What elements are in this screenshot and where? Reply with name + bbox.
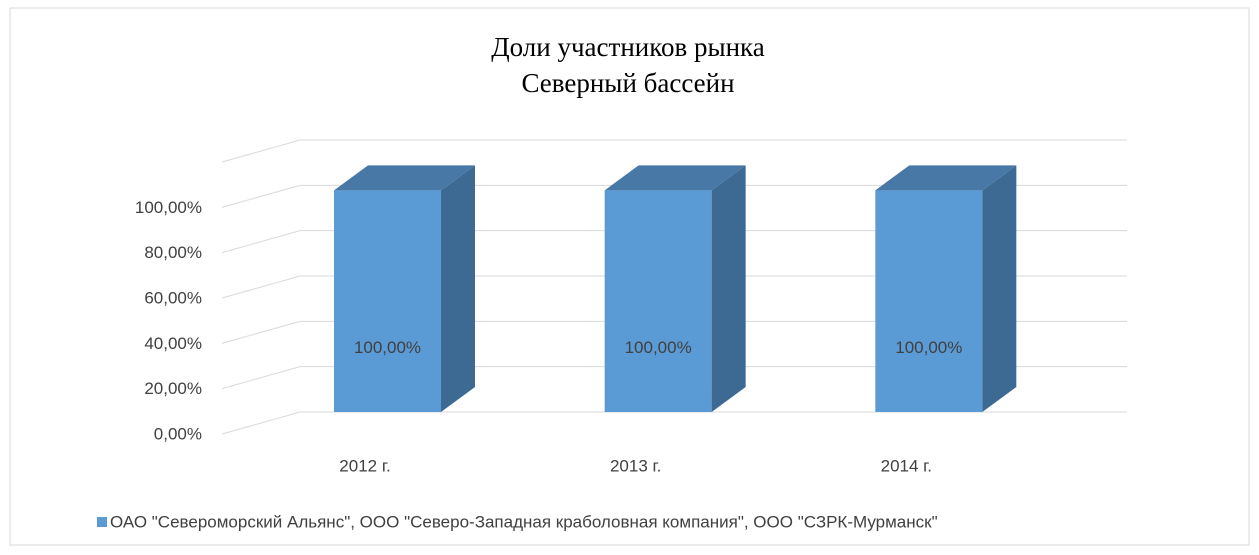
legend-swatch bbox=[97, 517, 107, 527]
y-tick-label: 20,00% bbox=[144, 379, 202, 398]
x-tick-label: 2013 г. bbox=[610, 456, 661, 475]
legend-label: ОАО "Североморский Альянс", ООО "Северо-… bbox=[110, 512, 938, 531]
x-tick-label: 2012 г. bbox=[339, 456, 390, 475]
grid-line-floor bbox=[221, 184, 301, 208]
bar-side bbox=[711, 165, 746, 412]
bar-top bbox=[334, 165, 475, 191]
y-tick-label: 100,00% bbox=[135, 198, 202, 217]
bar-front bbox=[875, 190, 983, 412]
grid-line-floor bbox=[221, 230, 301, 254]
bar-top bbox=[604, 165, 746, 191]
y-tick-label: 80,00% bbox=[144, 243, 202, 262]
y-tick-label: 0,00% bbox=[154, 424, 202, 443]
y-tick-label: 60,00% bbox=[144, 288, 202, 307]
grid-line-floor bbox=[221, 320, 301, 344]
grid-line-floor bbox=[221, 366, 301, 390]
bar-side bbox=[441, 165, 475, 412]
bar-front bbox=[604, 190, 712, 412]
wall-top-diag bbox=[221, 139, 301, 163]
x-tick-label: 2014 г. bbox=[881, 456, 932, 475]
grid-line-floor bbox=[221, 411, 301, 435]
chart-title: Доли участников рынка bbox=[491, 32, 765, 62]
bar-top bbox=[875, 165, 1017, 191]
bar-side bbox=[982, 165, 1017, 412]
data-label: 100,00% bbox=[895, 338, 962, 357]
grid-line-floor bbox=[221, 275, 301, 299]
chart-subtitle: Северный бассейн bbox=[521, 68, 734, 98]
data-label: 100,00% bbox=[354, 338, 421, 357]
data-label: 100,00% bbox=[625, 338, 692, 357]
y-tick-label: 40,00% bbox=[144, 334, 202, 353]
bar-front bbox=[334, 190, 441, 412]
